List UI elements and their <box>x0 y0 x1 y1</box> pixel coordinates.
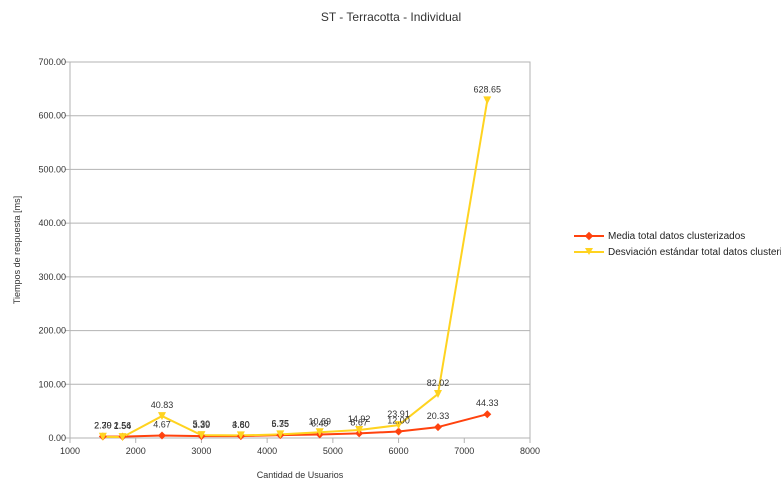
legend-label-mean: Media total datos clusterizados <box>608 230 746 242</box>
data-label: 3.39 <box>193 420 211 430</box>
data-point <box>483 410 492 419</box>
data-point <box>98 432 107 441</box>
data-label: 14.92 <box>348 414 371 424</box>
data-point <box>197 431 206 440</box>
x-tick-label: 7000 <box>454 446 474 456</box>
y-tick-labels: 0.00 100.00 200.00 300.00 400.00 500.00 600.00… <box>38 57 66 443</box>
x-tick-label: 2000 <box>126 446 146 456</box>
x-tick-label: 5000 <box>323 446 343 456</box>
y-axis-label: Tiempos de respuesta [ms] <box>12 196 22 304</box>
legend: Media total datos clusterizados Desviaci… <box>574 228 781 260</box>
legend-label-stddev: Desviación estándar total datos clusteri… <box>608 246 781 258</box>
data-point <box>158 412 166 421</box>
y-tick-label: 400.00 <box>38 218 66 228</box>
axes <box>65 61 531 443</box>
plot-area-border <box>69 61 531 439</box>
y-tick-label: 700.00 <box>38 57 66 67</box>
data-label: 6.49 <box>311 419 329 429</box>
data-label: 8.67 <box>350 417 368 427</box>
series-markers <box>98 96 492 442</box>
data-point <box>158 431 166 440</box>
y-tick-label: 0.00 <box>48 433 66 443</box>
data-label: 4.67 <box>153 419 171 429</box>
data-label: 628.65 <box>474 84 502 94</box>
x-tick-label: 8000 <box>520 446 540 456</box>
data-point <box>434 423 442 432</box>
y-tick-label: 100.00 <box>38 379 66 389</box>
data-label: 2.56 <box>114 421 132 431</box>
y-tick-label: 500.00 <box>38 164 66 174</box>
data-point <box>118 433 127 442</box>
data-point <box>483 96 492 105</box>
data-label: 40.83 <box>151 400 174 410</box>
legend-swatch-mean <box>574 230 604 242</box>
data-label: 5.30 <box>193 419 211 429</box>
data-label: 3.60 <box>232 420 250 430</box>
legend-item-stddev: Desviación estándar total datos clusteri… <box>574 244 781 260</box>
data-label: 6.75 <box>272 418 290 428</box>
y-tick-label: 300.00 <box>38 272 66 282</box>
data-point <box>276 430 285 439</box>
x-axis-label: Cantidad de Usuarios <box>257 470 344 480</box>
data-label: 10.69 <box>308 416 331 426</box>
chart-title: ST - Terracotta - Individual <box>321 10 461 24</box>
data-label: 1.54 <box>114 421 132 431</box>
data-point <box>355 425 364 434</box>
x-tick-label: 4000 <box>257 446 277 456</box>
data-label: 44.33 <box>476 398 499 408</box>
data-label: 12.00 <box>387 416 410 426</box>
data-point <box>236 431 245 440</box>
data-point <box>434 389 442 398</box>
data-labels: 2.70 2.56 4.67 3.39 3.60 5.35 6.49 8.67 12.00 20.… <box>94 84 501 431</box>
x-tick-labels: 1000 2000 3000 4000 5000 6000 7000 8000 <box>60 446 540 456</box>
data-label: 4.80 <box>232 419 250 429</box>
data-point <box>315 428 324 437</box>
data-point <box>394 427 403 436</box>
data-label: 23.91 <box>387 409 410 419</box>
data-point <box>394 421 403 430</box>
y-tick-label: 600.00 <box>38 111 66 121</box>
data-label: 5.35 <box>272 419 290 429</box>
legend-swatch-stddev <box>574 246 604 258</box>
y-gridlines <box>70 61 530 439</box>
data-label: 20.33 <box>427 411 450 421</box>
data-label: 82.02 <box>427 378 450 388</box>
data-label: 2.39 <box>94 421 112 431</box>
x-tick-label: 1000 <box>60 446 80 456</box>
x-tick-label: 3000 <box>191 446 211 456</box>
legend-item-mean: Media total datos clusterizados <box>574 228 781 244</box>
x-tick-label: 6000 <box>389 446 409 456</box>
y-tick-label: 200.00 <box>38 326 66 336</box>
data-label: 2.70 <box>94 421 112 431</box>
